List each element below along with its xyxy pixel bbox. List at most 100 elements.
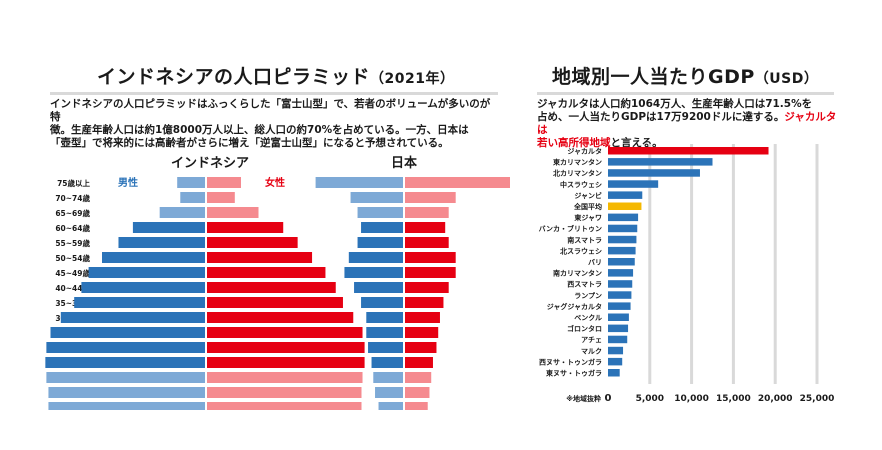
bar-japan-female <box>405 372 432 383</box>
gdp-region-label: 北スラウェシ <box>560 246 602 255</box>
pyramid-country-indonesia: インドネシア <box>171 156 249 171</box>
bar-japan-male <box>361 222 403 233</box>
gdp-region-label: 南カリマンタン <box>553 269 602 278</box>
pyramid-description: インドネシアの人口ピラミッドはふっくらした「富士山型」で、若者のボリュームが多い… <box>50 98 500 150</box>
gdp-region-label: ゴロンタロ <box>567 324 602 333</box>
gdp-region-label: ランプン <box>574 291 602 300</box>
legend-male: 男性 <box>118 176 138 189</box>
bar-japan-female <box>405 327 439 338</box>
gdp-desc-highlight-b: 若い高所得地域 <box>537 137 611 149</box>
bar-indonesia-female <box>207 297 343 308</box>
gdp-bar <box>608 269 634 277</box>
bar-indonesia-female <box>207 207 259 218</box>
age-label: 40~44歳 <box>55 283 90 293</box>
bar-indonesia-female <box>207 387 362 398</box>
age-label: 50~54歳 <box>55 253 90 263</box>
age-label: 75歳以上 <box>57 178 90 188</box>
gdp-desc-line-1: ジャカルタは人口約1064万人、生産年齢人口は71.5%を <box>537 98 813 110</box>
age-label: 65~69歳 <box>55 208 90 218</box>
age-label: 55~59歳 <box>55 238 90 248</box>
bar-indonesia-female <box>207 327 363 338</box>
bar-japan-female <box>405 312 440 323</box>
gdp-bar <box>608 369 620 377</box>
bar-japan-female <box>405 237 449 248</box>
pyramid-title-main: インドネシアの人口ピラミッド <box>97 66 371 88</box>
bar-indonesia-female <box>207 252 313 263</box>
gdp-region-label: 中スラウェシ <box>560 180 602 189</box>
bar-indonesia-female <box>207 372 363 383</box>
bar-japan-male <box>350 192 403 203</box>
age-label: 45~49歳 <box>55 268 90 278</box>
bar-japan-male <box>315 177 403 188</box>
bar-japan-female <box>405 267 456 278</box>
bar-japan-female <box>405 192 456 203</box>
age-label: 60~64歳 <box>55 223 90 233</box>
bar-japan-male <box>348 252 403 263</box>
gdp-region-label: 西ヌサ・トゥンガラ <box>539 357 602 366</box>
gdp-title: 地域別一人当たりGDP（USD） <box>552 62 818 89</box>
pyramid-desc-line-2: 徴。生産年齢人口は約1億8000万人以上、総人口の約70%を占めている。一方、日… <box>50 124 469 136</box>
gdp-region-label: 東ヌサ・トゥガラ <box>546 369 602 378</box>
gdp-bar <box>608 191 643 199</box>
gdp-bar <box>608 246 636 255</box>
gdp-x-tick: 20,000 <box>758 394 793 404</box>
bar-japan-male <box>373 372 403 383</box>
bar-japan-female <box>405 177 510 188</box>
gdp-bar <box>608 180 659 188</box>
gdp-region-label: アチェ <box>581 336 602 344</box>
gdp-bar <box>608 169 700 177</box>
bar-japan-male <box>357 237 403 248</box>
bar-japan-female <box>405 402 428 410</box>
gdp-bar <box>608 202 642 210</box>
bar-indonesia-female <box>207 192 235 203</box>
gdp-bar <box>608 335 628 344</box>
bar-japan-male <box>366 327 403 338</box>
gdp-desc-line-2: 占め、一人当たりGDPは17万9200ドルに達する。ジャカルタは <box>537 111 837 136</box>
bar-japan-female <box>405 207 449 218</box>
bar-indonesia-male <box>118 237 205 248</box>
age-label: 35~39歳 <box>55 298 90 308</box>
bar-indonesia-male <box>102 252 205 263</box>
gdp-region-label: ベンクル <box>574 313 602 322</box>
bar-indonesia-male <box>180 192 205 203</box>
gdp-region-label: マルク <box>581 346 602 355</box>
bar-indonesia-male <box>60 312 205 323</box>
gdp-region-label: 東カリマンタン <box>553 158 602 167</box>
bar-japan-female <box>405 342 437 353</box>
gdp-bar-chart: 0 5,000 10,000 15,000 20,000 25,000 ※地域抜粋 ジャカルタ… <box>539 144 834 404</box>
bar-japan-female <box>405 222 446 233</box>
gdp-x-tick: 10,000 <box>674 394 709 404</box>
gdp-region-label: ジャグジャカルタ <box>547 302 602 311</box>
bar-indonesia-male <box>48 387 205 398</box>
bar-japan-male <box>361 297 403 308</box>
bar-japan-female <box>405 387 430 398</box>
gdp-desc-highlight-a: ジャカルタは <box>537 111 837 136</box>
gdp-bar <box>608 313 629 321</box>
bar-japan-male <box>344 267 403 278</box>
bar-indonesia-male <box>177 177 205 188</box>
gdp-bar <box>608 280 633 288</box>
gdp-title-main: 地域別一人当たりGDP <box>552 66 755 88</box>
legend-female: 女性 <box>265 176 285 189</box>
bar-indonesia-male <box>46 372 205 383</box>
bar-japan-male <box>378 402 403 410</box>
bar-indonesia-male <box>132 222 205 233</box>
bar-indonesia-female <box>207 267 326 278</box>
gdp-bar <box>608 213 639 222</box>
bar-indonesia-male <box>74 297 205 308</box>
bar-indonesia-female <box>207 402 362 410</box>
pyramid-title-year: （2021年） <box>370 71 455 87</box>
bar-indonesia-female <box>207 222 284 233</box>
bar-japan-male <box>375 387 403 398</box>
bar-japan-female <box>405 297 444 308</box>
bar-indonesia-male <box>50 327 205 338</box>
bar-japan-female <box>405 357 433 368</box>
gdp-region-label: 南スマトラ <box>567 235 602 244</box>
gdp-bar <box>608 291 632 299</box>
gdp-region-label: バリ <box>588 259 602 267</box>
bar-japan-male <box>368 342 403 353</box>
bar-japan-male <box>357 207 403 218</box>
gdp-bar <box>608 346 624 355</box>
bar-indonesia-male <box>81 282 205 293</box>
bar-japan-female <box>405 282 449 293</box>
